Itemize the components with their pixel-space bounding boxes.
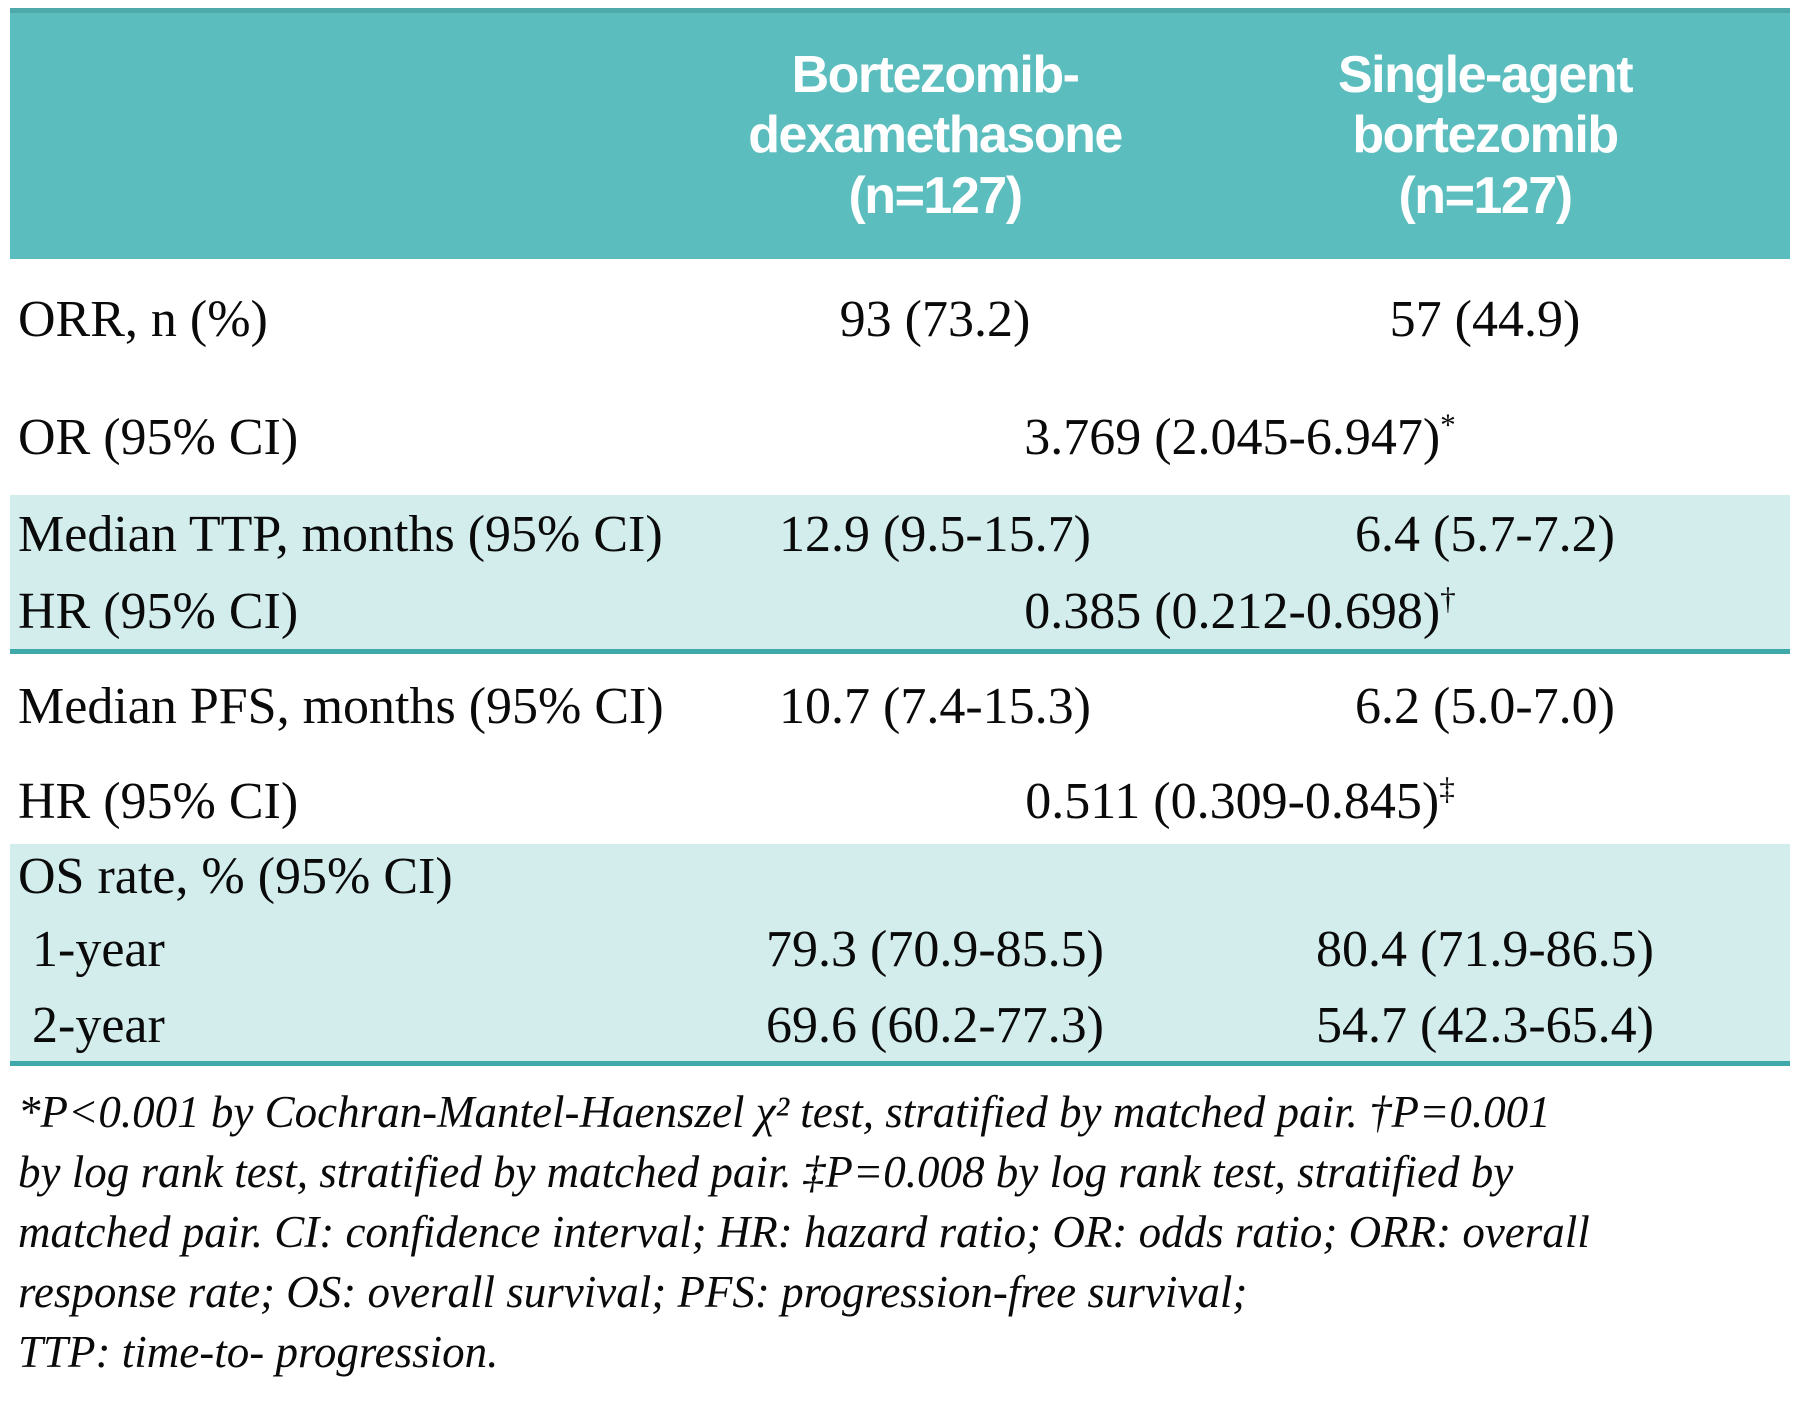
or-value-text: 3.769 (2.045-6.947)	[1024, 409, 1441, 466]
ttp-hr-value-text: 0.385 (0.212-0.698)	[1024, 583, 1441, 641]
header-col-bortezomib-dexamethasone: Bortezomib- dexamethasone (n=127)	[690, 8, 1180, 259]
row-label: OR (95% CI)	[18, 409, 299, 466]
pfs-hr-value-text: 0.511 (0.309-0.845)	[1025, 773, 1440, 830]
row-median-pfs: Median PFS, months (95% CI) 10.7 (7.4-15…	[10, 652, 1790, 760]
os-2yr-value-col1: 69.6 (60.2-77.3)	[690, 989, 1180, 1066]
row-label: 1-year	[10, 909, 690, 990]
row-os-1-year: 1-year 79.3 (70.9-85.5) 80.4 (71.9-86.5)	[10, 909, 1790, 990]
row-label: OS rate, % (95% CI)	[10, 843, 1790, 910]
row-label: ORR, n (%)	[18, 291, 268, 348]
row-odds-ratio: OR (95% CI) 3.769 (2.045-6.947)*	[10, 381, 1790, 495]
row-label: HR (95% CI)	[18, 773, 299, 830]
pfs-hr-value-spanned: 0.511 (0.309-0.845)‡	[690, 760, 1790, 844]
ttp-value-col2: 6.4 (5.7-7.2)	[1180, 494, 1790, 575]
header-empty-cell	[10, 8, 690, 259]
footnote-line: response rate; OS: overall survival; PFS…	[18, 1267, 1248, 1317]
row-label: Median TTP, months (95% CI)	[10, 494, 690, 575]
row-label: HR (95% CI)	[10, 574, 690, 654]
table-header-row: Bortezomib- dexamethasone (n=127) Single…	[10, 8, 1790, 259]
or-value-spanned: 3.769 (2.045-6.947)*	[690, 381, 1790, 495]
dagger-footnote-mark: †	[1440, 581, 1456, 617]
header-col-single-agent-bortezomib: Single-agent bortezomib (n=127)	[1180, 8, 1790, 259]
footnote: *P<0.001 by Cochran-Mantel-Haenszel χ² t…	[18, 1082, 1790, 1382]
asterisk-footnote-mark: *	[1440, 407, 1456, 443]
row-label: Median PFS, months (95% CI)	[18, 678, 664, 736]
ttp-hr-value-spanned: 0.385 (0.212-0.698)†	[690, 574, 1790, 654]
row-label: 2-year	[10, 989, 690, 1066]
row-median-ttp: Median TTP, months (95% CI) 12.9 (9.5-15…	[10, 494, 1790, 575]
results-table: Bortezomib- dexamethasone (n=127) Single…	[10, 8, 1790, 1066]
double-dagger-footnote-mark: ‡	[1439, 771, 1455, 807]
row-orr: ORR, n (%) 93 (73.2) 57 (44.9)	[10, 259, 1790, 381]
pfs-value-col2: 6.2 (5.0-7.0)	[1355, 678, 1615, 736]
os-1yr-value-col1: 79.3 (70.9-85.5)	[690, 909, 1180, 990]
row-pfs-hazard-ratio: HR (95% CI) 0.511 (0.309-0.845)‡	[10, 760, 1790, 844]
orr-value-col1: 93 (73.2)	[839, 291, 1031, 348]
row-os-rate-header: OS rate, % (95% CI)	[10, 843, 1790, 910]
pfs-value-col1: 10.7 (7.4-15.3)	[779, 678, 1091, 736]
footnote-line: TTP: time-to- progression.	[18, 1327, 499, 1377]
os-2yr-value-col2: 54.7 (42.3-65.4)	[1180, 989, 1790, 1066]
footnote-line: *P<0.001 by Cochran-Mantel-Haenszel χ² t…	[18, 1087, 1551, 1137]
row-ttp-hazard-ratio: HR (95% CI) 0.385 (0.212-0.698)†	[10, 574, 1790, 654]
row-os-2-year: 2-year 69.6 (60.2-77.3) 54.7 (42.3-65.4)	[10, 989, 1790, 1066]
os-1yr-value-col2: 80.4 (71.9-86.5)	[1180, 909, 1790, 990]
footnote-line: matched pair. CI: confidence interval; H…	[18, 1207, 1590, 1257]
orr-value-col2: 57 (44.9)	[1389, 291, 1581, 348]
footnote-line: by log rank test, stratified by matched …	[18, 1147, 1514, 1197]
ttp-value-col1: 12.9 (9.5-15.7)	[690, 494, 1180, 575]
